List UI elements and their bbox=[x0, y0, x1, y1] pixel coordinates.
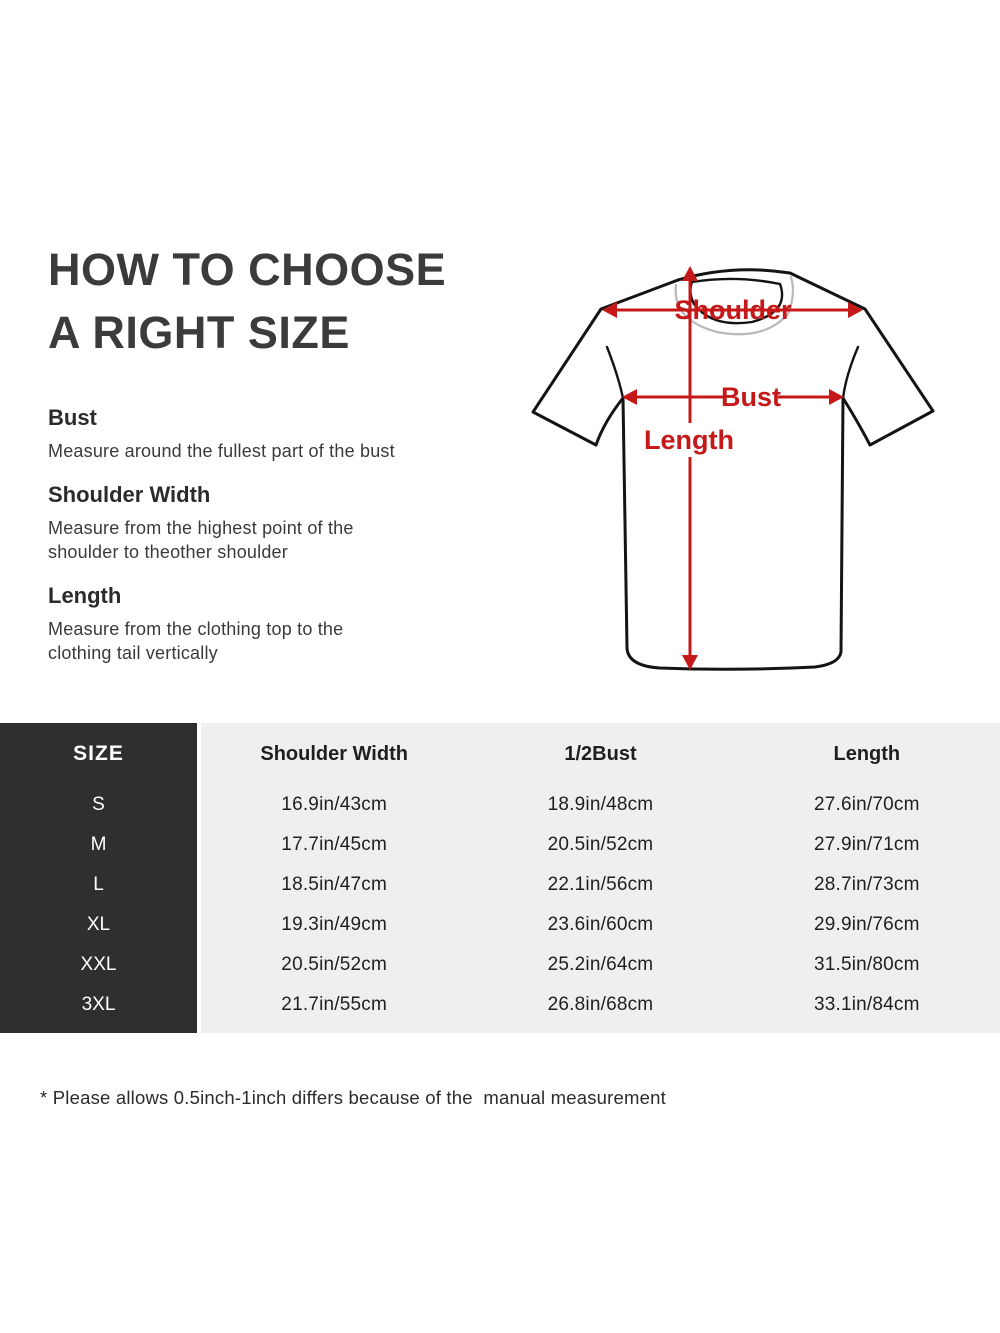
cell-length: 29.9in/76cm bbox=[813, 914, 920, 935]
howto-section: HOW TO CHOOSE A RIGHT SIZE Bust Measure … bbox=[48, 238, 478, 665]
table-row: L bbox=[0, 865, 197, 905]
cell-length: 31.5in/80cm bbox=[813, 954, 920, 975]
table-row: 17.7in/45cm 20.5in/52cm 27.9in/71cm bbox=[201, 825, 1000, 865]
table-row: 3XL bbox=[0, 985, 197, 1025]
cell-bust: 20.5in/52cm bbox=[547, 834, 654, 855]
left-sleeve-seam bbox=[605, 345, 625, 400]
cell-length: 33.1in/84cm bbox=[813, 994, 920, 1015]
table-row: XXL bbox=[0, 945, 197, 985]
length-measure-arrowheads bbox=[682, 266, 698, 670]
cell-bust: 23.6in/60cm bbox=[547, 914, 654, 935]
shoulder-width-heading: Shoulder Width bbox=[48, 482, 211, 507]
column-header-length: Length bbox=[833, 742, 901, 765]
page-title-line2: A RIGHT SIZE bbox=[48, 307, 350, 358]
measurement-definitions: Bust Measure around the fullest part of … bbox=[48, 404, 478, 665]
collar-opening bbox=[689, 277, 784, 325]
cell-bust: 22.1in/56cm bbox=[547, 874, 654, 895]
table-row: S bbox=[0, 785, 197, 825]
column-divider bbox=[197, 723, 201, 1033]
size-table: SIZE S M L XL XXL 3XL Shoulder Width 1/2… bbox=[0, 723, 1000, 1033]
table-row: 20.5in/52cm 25.2in/64cm 31.5in/80cm bbox=[201, 945, 1000, 985]
cell-bust: 25.2in/64cm bbox=[547, 954, 654, 975]
bust-arrow-label: Bust bbox=[721, 382, 781, 412]
size-table-size-column: SIZE S M L XL XXL 3XL bbox=[0, 723, 197, 1033]
length-heading: Length bbox=[48, 583, 122, 608]
cell-shoulder: 17.7in/45cm bbox=[281, 834, 388, 855]
size-label: 3XL bbox=[81, 994, 116, 1015]
cell-length: 27.6in/70cm bbox=[813, 794, 920, 815]
length-arrow-label: Length bbox=[644, 425, 734, 455]
measurement-disclaimer: * Please allows 0.5inch-1inch differs be… bbox=[40, 1086, 666, 1108]
size-label: XXL bbox=[80, 954, 117, 975]
table-row: M bbox=[0, 825, 197, 865]
size-label: S bbox=[92, 794, 105, 815]
column-header-half-bust: 1/2Bust bbox=[564, 742, 637, 765]
table-row: 19.3in/49cm 23.6in/60cm 29.9in/76cm bbox=[201, 905, 1000, 945]
table-row: XL bbox=[0, 905, 197, 945]
table-row: 18.5in/47cm 22.1in/56cm 28.7in/73cm bbox=[201, 865, 1000, 905]
table-header-row: Shoulder Width 1/2Bust Length bbox=[201, 723, 1000, 785]
tshirt-diagram: Shoulder Bust Length bbox=[531, 266, 935, 671]
cell-length: 27.9in/71cm bbox=[813, 834, 920, 855]
length-description: Measure from the clothing top to the clo… bbox=[48, 619, 344, 663]
size-table-data-columns: Shoulder Width 1/2Bust Length 16.9in/43c… bbox=[201, 723, 1000, 1033]
cell-shoulder: 21.7in/55cm bbox=[281, 994, 388, 1015]
cell-shoulder: 19.3in/49cm bbox=[281, 914, 388, 935]
size-label: XL bbox=[86, 914, 111, 935]
cell-bust: 26.8in/68cm bbox=[547, 994, 654, 1015]
table-row: 16.9in/43cm 18.9in/48cm 27.6in/70cm bbox=[201, 785, 1000, 825]
tshirt-outline bbox=[531, 268, 935, 671]
shoulder-arrow-label: Shoulder bbox=[674, 295, 791, 325]
cell-bust: 18.9in/48cm bbox=[547, 794, 654, 815]
column-header-shoulder-width: Shoulder Width bbox=[260, 742, 408, 765]
size-column-header: SIZE bbox=[73, 742, 124, 765]
bust-heading: Bust bbox=[48, 405, 97, 430]
size-label: L bbox=[93, 874, 104, 895]
page-title-line1: HOW TO CHOOSE bbox=[48, 244, 447, 295]
cell-shoulder: 18.5in/47cm bbox=[281, 874, 388, 895]
cell-shoulder: 16.9in/43cm bbox=[281, 794, 388, 815]
shoulder-measure-arrowheads bbox=[602, 302, 863, 318]
table-row: 21.7in/55cm 26.8in/68cm 33.1in/84cm bbox=[201, 985, 1000, 1025]
shoulder-width-description: Measure from the highest point of the sh… bbox=[48, 518, 354, 562]
bust-description: Measure around the fullest part of the b… bbox=[48, 441, 395, 461]
bust-measure-arrowheads bbox=[622, 389, 844, 405]
collar-rib-shading bbox=[674, 275, 795, 336]
size-label: M bbox=[90, 834, 107, 855]
cell-shoulder: 20.5in/52cm bbox=[281, 954, 388, 975]
right-sleeve-seam bbox=[841, 345, 860, 400]
cell-length: 28.7in/73cm bbox=[813, 874, 920, 895]
page-title: HOW TO CHOOSE A RIGHT SIZE bbox=[48, 238, 478, 364]
